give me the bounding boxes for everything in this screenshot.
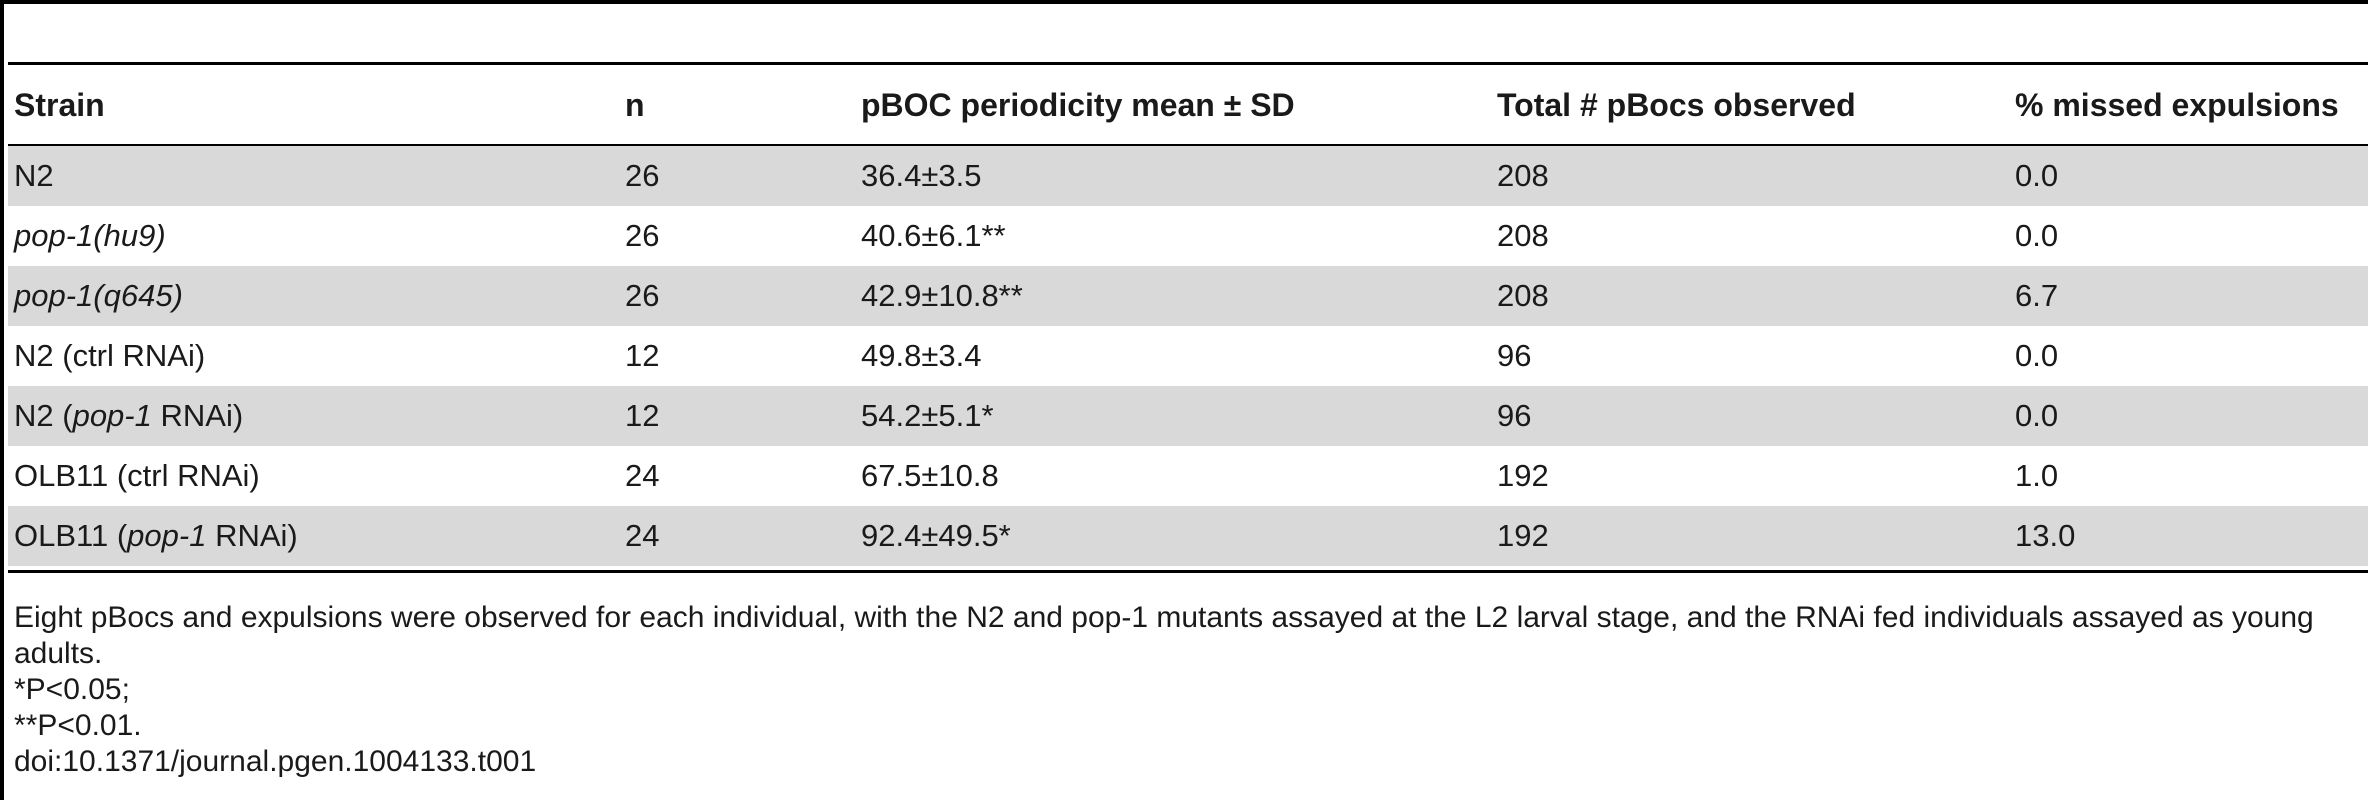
cell-n: 24	[625, 458, 660, 493]
left-border	[0, 0, 4, 800]
cell-mean-sd: 67.5±10.8	[861, 458, 999, 493]
cell-missed: 0.0	[2015, 338, 2059, 373]
cell-total: 192	[1497, 518, 1549, 553]
header-missed-expulsions: % missed expulsions	[2015, 87, 2339, 123]
cell-missed: 6.7	[2015, 278, 2059, 313]
cell-mean-sd: 42.9±10.8**	[861, 278, 1023, 313]
table-row: N2 (pop-1 RNAi) 12 54.2±5.1* 96 0.0	[8, 386, 2368, 446]
cell-n: 26	[625, 218, 660, 253]
cell-missed: 0.0	[2015, 398, 2059, 433]
table-header: Strain n pBOC periodicity mean ± SD Tota…	[0, 66, 2368, 144]
cell-n: 26	[625, 158, 660, 193]
cell-strain: OLB11 (pop-1 RNAi)	[14, 518, 298, 553]
table-row: N2 (ctrl RNAi) 12 49.8±3.4 96 0.0	[8, 326, 2368, 386]
cell-n: 26	[625, 278, 660, 313]
cell-strain: N2 (pop-1 RNAi)	[14, 398, 244, 433]
header-total-pbocs: Total # pBocs observed	[1497, 87, 1856, 123]
cell-mean-sd: 49.8±3.4	[861, 338, 982, 373]
footnote-p005: *P<0.05;	[14, 673, 130, 706]
cell-total: 208	[1497, 278, 1549, 313]
cell-strain: N2	[14, 158, 54, 193]
cell-total: 208	[1497, 158, 1549, 193]
table-row: pop-1(q645) 26 42.9±10.8** 208 6.7	[8, 266, 2368, 326]
cell-total: 96	[1497, 398, 1532, 433]
cell-mean-sd: 92.4±49.5*	[861, 518, 1011, 553]
cell-strain: OLB11 (ctrl RNAi)	[14, 458, 260, 493]
header-strain: Strain	[14, 87, 105, 123]
cell-missed: 0.0	[2015, 218, 2059, 253]
cell-total: 192	[1497, 458, 1549, 493]
header-n: n	[625, 87, 645, 123]
cell-n: 12	[625, 338, 660, 373]
table-row: OLB11 (pop-1 RNAi) 24 92.4±49.5* 192 13.…	[8, 506, 2368, 566]
cell-strain: pop-1(q645)	[14, 278, 183, 313]
cell-missed: 13.0	[2015, 518, 2076, 553]
header-top-rule	[8, 62, 2368, 65]
cell-n: 12	[625, 398, 660, 433]
cell-missed: 0.0	[2015, 158, 2059, 193]
table-row: OLB11 (ctrl RNAi) 24 67.5±10.8 192 1.0	[8, 446, 2368, 506]
cell-n: 24	[625, 518, 660, 553]
cell-mean-sd: 40.6±6.1**	[861, 218, 1006, 253]
footnote-p001: **P<0.01.	[14, 709, 142, 742]
header-periodicity: pBOC periodicity mean ± SD	[861, 87, 1295, 123]
table-footnotes: Eight pBocs and expulsions were observed…	[14, 600, 2364, 780]
table-row: N2 26 36.4±3.5 208 0.0	[8, 146, 2368, 206]
table-row: pop-1(hu9) 26 40.6±6.1** 208 0.0	[8, 206, 2368, 266]
cell-total: 208	[1497, 218, 1549, 253]
cell-missed: 1.0	[2015, 458, 2059, 493]
cell-total: 96	[1497, 338, 1532, 373]
cell-strain: N2 (ctrl RNAi)	[14, 338, 206, 373]
cell-mean-sd: 54.2±5.1*	[861, 398, 994, 433]
cell-mean-sd: 36.4±3.5	[861, 158, 982, 193]
footnote-description: Eight pBocs and expulsions were observed…	[14, 601, 2314, 670]
header-bottom-rule	[8, 144, 2368, 146]
top-border	[0, 0, 2368, 4]
cell-strain: pop-1(hu9)	[14, 218, 166, 253]
table-bottom-rule	[8, 570, 2368, 573]
doi-link[interactable]: doi:10.1371/journal.pgen.1004133.t001	[14, 745, 537, 778]
